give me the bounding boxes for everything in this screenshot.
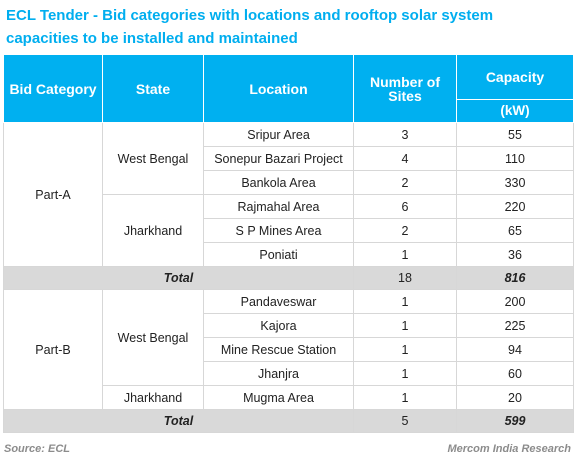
header-location: Location [203, 54, 354, 123]
capacity-cell: 36 [456, 242, 574, 267]
capacity-cell: 200 [456, 289, 574, 314]
page-title: ECL Tender - Bid categories with locatio… [6, 7, 494, 47]
sites-cell: 1 [353, 337, 457, 362]
sites-cell: 1 [353, 242, 457, 267]
credit-note: Mercom India Research [447, 443, 572, 455]
location-cell: Poniati [203, 242, 354, 267]
sites-cell: 4 [353, 146, 457, 171]
state-cell: Jharkhand [102, 385, 204, 410]
location-cell: Bankola Area [203, 170, 354, 195]
capacity-cell: 94 [456, 337, 574, 362]
capacity-cell: 65 [456, 218, 574, 243]
location-cell: Sripur Area [203, 122, 354, 147]
header-bid-category: Bid Category [3, 54, 103, 123]
capacity-cell: 110 [456, 146, 574, 171]
sites-cell: 1 [353, 313, 457, 338]
state-cell: West Bengal [102, 122, 204, 195]
location-cell: Jhanjra [203, 361, 354, 386]
total-capacity: 816 [456, 266, 574, 290]
sites-cell: 2 [353, 218, 457, 243]
total-sites: 5 [353, 409, 457, 433]
sites-cell: 1 [353, 289, 457, 314]
location-cell: Mugma Area [203, 385, 354, 410]
total-capacity: 599 [456, 409, 574, 433]
location-cell: Pandaveswar [203, 289, 354, 314]
capacity-cell: 60 [456, 361, 574, 386]
capacity-cell: 55 [456, 122, 574, 147]
location-cell: Rajmahal Area [203, 194, 354, 219]
bid-table: Bid Category State Location Number of Si… [3, 54, 574, 433]
header-capacity: Capacity [456, 54, 574, 100]
state-cell: Jharkhand [102, 194, 204, 267]
header-state: State [102, 54, 204, 123]
capacity-cell: 220 [456, 194, 574, 219]
table-row: Jharkhand Rajmahal Area 6 220 [4, 194, 574, 267]
bid-category-cell: Part-A [3, 122, 103, 267]
table-row: Part-B West Bengal Pandaveswar 1 200 [3, 289, 574, 410]
header-number-of-sites: Number of Sites [353, 54, 457, 123]
location-cell: Sonepur Bazari Project [203, 146, 354, 171]
location-cell: S P Mines Area [203, 218, 354, 243]
sites-cell: 1 [353, 385, 457, 410]
location-cell: Kajora [203, 313, 354, 338]
bid-category-cell: Part-B [3, 289, 103, 410]
header-capacity-unit: (kW) [456, 99, 574, 123]
table-row: Kajora 1 225 [4, 313, 574, 338]
sites-cell: 3 [353, 122, 457, 147]
total-row: Total 18 816 [3, 266, 574, 290]
total-label: Total [3, 409, 354, 433]
capacity-cell: 20 [456, 385, 574, 410]
table-row: S P Mines Area 2 65 [4, 218, 574, 243]
table-row: Part-A West Bengal Sripur Area 3 55 [3, 122, 574, 267]
capacity-cell: 330 [456, 170, 574, 195]
sites-cell: 2 [353, 170, 457, 195]
total-sites: 18 [353, 266, 457, 290]
sites-cell: 1 [353, 361, 457, 386]
table-row: Mine Rescue Station 1 94 [4, 337, 574, 362]
total-label: Total [3, 266, 354, 290]
table-row: Sonepur Bazari Project 4 110 [4, 146, 574, 171]
total-row: Total 5 599 [3, 409, 574, 433]
location-cell: Mine Rescue Station [203, 337, 354, 362]
state-cell: West Bengal [102, 289, 204, 386]
source-note: Source: ECL [4, 443, 71, 455]
capacity-cell: 225 [456, 313, 574, 338]
table-row: Jharkhand Mugma Area 1 20 [4, 385, 574, 410]
sites-cell: 6 [353, 194, 457, 219]
